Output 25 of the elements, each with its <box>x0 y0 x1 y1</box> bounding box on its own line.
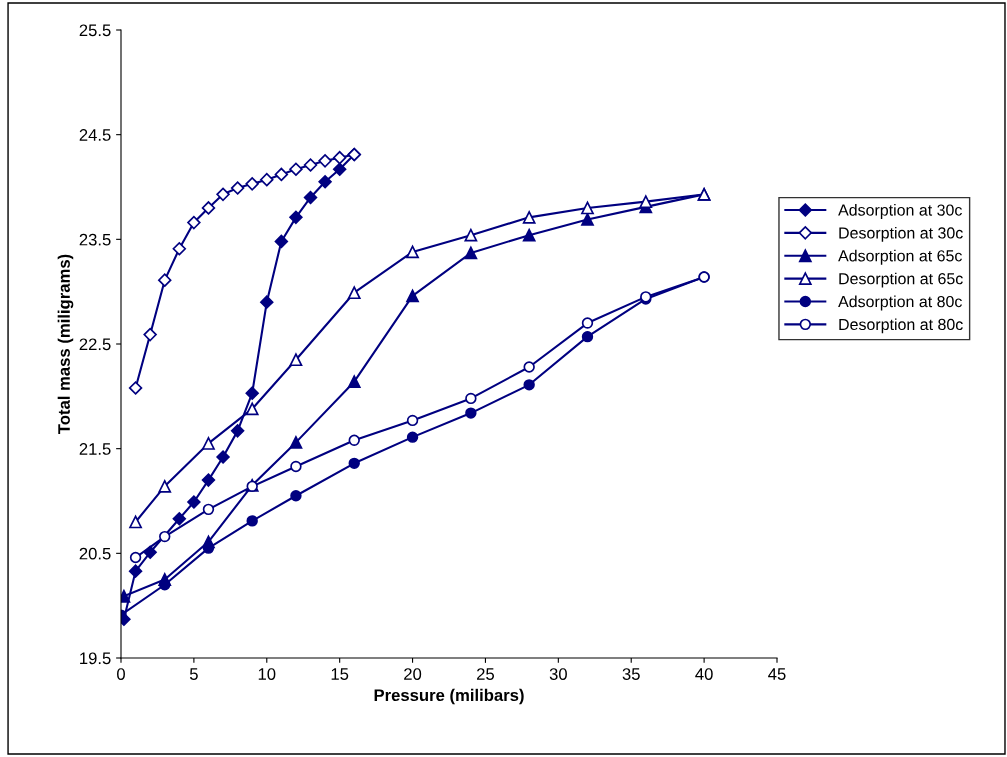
legend-label: Desorption at 80c <box>839 318 963 334</box>
x-tick-label: 20 <box>404 668 422 680</box>
legend-label: Desorption at 65c <box>839 272 963 288</box>
x-tick-label: 25 <box>477 668 495 680</box>
x-tick-label: 30 <box>549 668 567 680</box>
y-tick-label: 22.5 <box>79 338 111 351</box>
x-tick-label: 40 <box>695 668 713 680</box>
y-tick-label: 21.5 <box>79 443 111 455</box>
legend-label: Adsorption at 80c <box>838 295 962 311</box>
x-tick-label: 35 <box>622 668 640 680</box>
y-tick-label: 25.5 <box>79 24 111 37</box>
legend-label: Adsorption at 65c <box>838 249 962 265</box>
legend-label: Desorption at 30c <box>839 226 963 242</box>
x-tick-label: 15 <box>331 668 349 680</box>
legend-label: Adsorption at 30c <box>838 204 962 219</box>
x-tick-label: 5 <box>189 668 198 680</box>
x-tick-label: 0 <box>117 668 125 680</box>
x-tick-label: 45 <box>768 668 786 680</box>
x-tick-label: 10 <box>258 668 276 680</box>
x-axis-title: Pressure (milibars) <box>374 688 524 705</box>
y-tick-label: 23.5 <box>79 233 111 246</box>
y-tick-label: 20.5 <box>79 547 111 560</box>
y-axis-title: Total mass (miligrams) <box>57 254 74 434</box>
y-tick-label: 19.5 <box>80 652 111 665</box>
y-tick-label: 24.5 <box>79 129 111 141</box>
